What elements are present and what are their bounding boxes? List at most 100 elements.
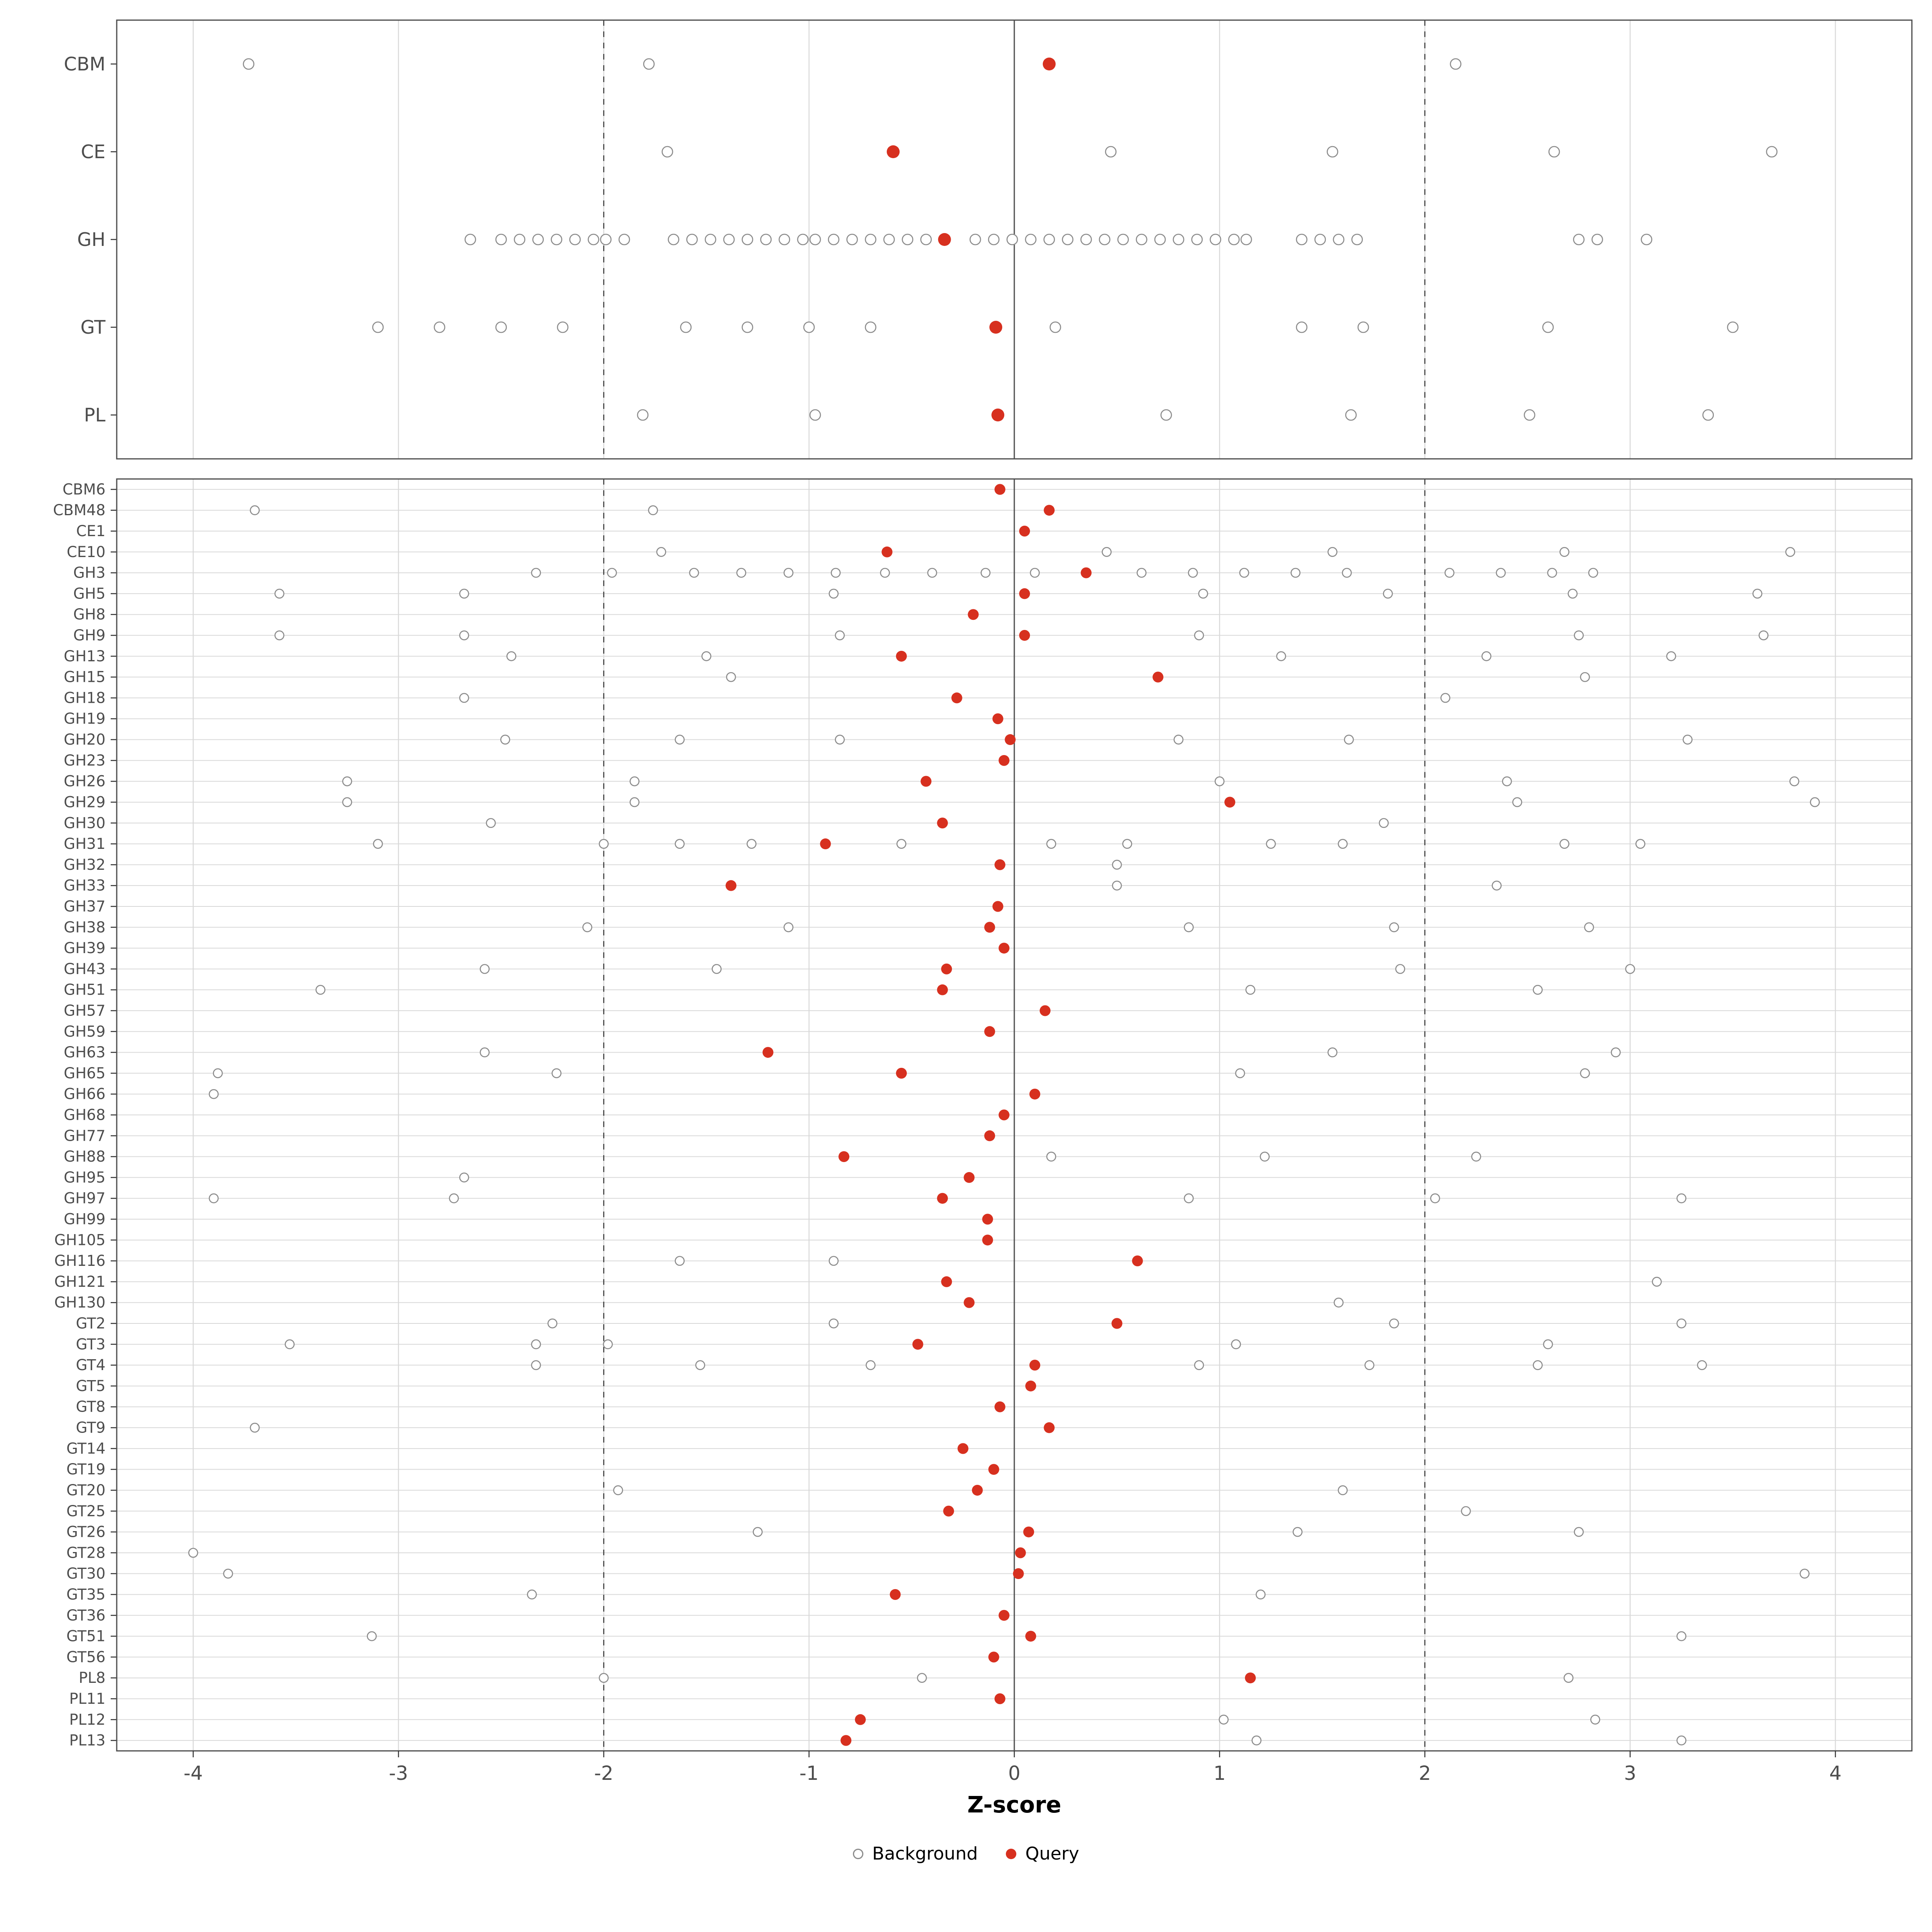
background-point xyxy=(1559,839,1570,849)
category-label: GH63 xyxy=(64,1044,105,1061)
query-point xyxy=(999,1610,1009,1621)
query-point xyxy=(820,838,831,850)
background-point xyxy=(582,922,592,933)
background-point xyxy=(551,233,562,246)
query-point xyxy=(937,1193,948,1204)
background-point xyxy=(1666,651,1676,661)
query-point xyxy=(1081,567,1092,578)
category-label: GH130 xyxy=(54,1294,105,1311)
background-point xyxy=(531,1360,541,1370)
background-point xyxy=(459,630,469,640)
background-point xyxy=(1342,568,1352,578)
background-point xyxy=(846,233,858,246)
query-point xyxy=(1019,526,1030,537)
background-point xyxy=(675,735,685,745)
background-point xyxy=(551,1068,561,1078)
background-point xyxy=(1239,568,1249,578)
category-label: PL12 xyxy=(69,1711,105,1728)
background-point xyxy=(1533,985,1543,995)
background-point xyxy=(1584,922,1594,933)
category-label: GH32 xyxy=(64,856,105,873)
background-point xyxy=(1259,1152,1270,1162)
background-point xyxy=(1296,233,1308,246)
background-point xyxy=(1344,735,1354,745)
category-label: GH121 xyxy=(54,1273,105,1290)
background-point xyxy=(1543,1339,1553,1350)
background-point xyxy=(285,1339,295,1350)
x-tick-label: -3 xyxy=(389,1762,408,1785)
category-label: GH37 xyxy=(64,898,105,915)
background-point xyxy=(680,321,692,333)
background-point xyxy=(1450,58,1461,70)
background-point xyxy=(479,1047,490,1057)
query-point xyxy=(984,1130,995,1141)
background-point xyxy=(1210,233,1222,246)
background-point xyxy=(1574,630,1584,640)
query-point xyxy=(994,1693,1005,1704)
background-point xyxy=(1800,1569,1810,1579)
x-tick-label: 4 xyxy=(1829,1762,1842,1785)
background-point xyxy=(809,409,821,421)
background-point xyxy=(613,1485,623,1495)
query-point xyxy=(1029,1088,1040,1100)
category-label: GH105 xyxy=(54,1231,105,1249)
background-point xyxy=(531,1339,541,1350)
query-point xyxy=(881,546,893,557)
background-point xyxy=(1327,1047,1338,1057)
query-point xyxy=(999,1109,1009,1121)
background-point xyxy=(479,964,490,974)
background-point xyxy=(531,568,541,578)
category-label: GT xyxy=(80,316,106,338)
background-point xyxy=(726,672,736,682)
query-point xyxy=(887,145,900,158)
background-point xyxy=(1235,1068,1245,1078)
background-point xyxy=(1172,233,1185,246)
category-label: GH19 xyxy=(64,710,105,727)
background-point xyxy=(1046,839,1057,849)
background-point xyxy=(643,58,655,70)
query-point xyxy=(1023,1526,1034,1538)
background-point xyxy=(1296,321,1308,333)
background-point xyxy=(506,651,516,661)
category-label: GT56 xyxy=(66,1648,105,1666)
background-point xyxy=(668,233,679,246)
x-axis-title: Z-score xyxy=(967,1792,1061,1818)
category-label: GT2 xyxy=(76,1315,106,1332)
background-point xyxy=(486,818,496,828)
query-point xyxy=(999,943,1009,954)
background-point xyxy=(1173,735,1184,745)
background-point xyxy=(1573,233,1585,246)
background-point xyxy=(547,1318,557,1329)
background-point xyxy=(760,233,772,246)
background-point xyxy=(1255,1589,1266,1600)
background-point xyxy=(1547,568,1557,578)
background-point xyxy=(630,776,640,786)
query-point xyxy=(984,922,995,933)
background-point xyxy=(274,588,285,599)
background-point xyxy=(1112,860,1122,870)
background-point xyxy=(1043,233,1055,246)
background-point xyxy=(1006,233,1018,246)
background-point xyxy=(865,1360,876,1370)
background-point xyxy=(213,1068,223,1078)
background-point xyxy=(1241,233,1252,246)
background-point xyxy=(1099,233,1110,246)
background-point xyxy=(1333,1297,1344,1308)
background-point xyxy=(1194,1360,1204,1370)
query-point xyxy=(1025,1380,1036,1391)
background-point xyxy=(783,922,794,933)
background-point xyxy=(1444,568,1455,578)
background-point xyxy=(920,233,932,246)
background-point xyxy=(1314,233,1326,246)
background-point xyxy=(1154,233,1166,246)
category-label: GH57 xyxy=(64,1002,105,1019)
background-point xyxy=(980,568,991,578)
background-point xyxy=(741,321,753,333)
background-point xyxy=(1218,1714,1229,1725)
category-label: CBM48 xyxy=(53,502,105,519)
background-marker-icon xyxy=(852,1848,863,1859)
category-label: GT8 xyxy=(76,1398,106,1416)
background-point xyxy=(1481,651,1492,661)
background-point xyxy=(648,505,658,516)
background-point xyxy=(661,146,673,158)
